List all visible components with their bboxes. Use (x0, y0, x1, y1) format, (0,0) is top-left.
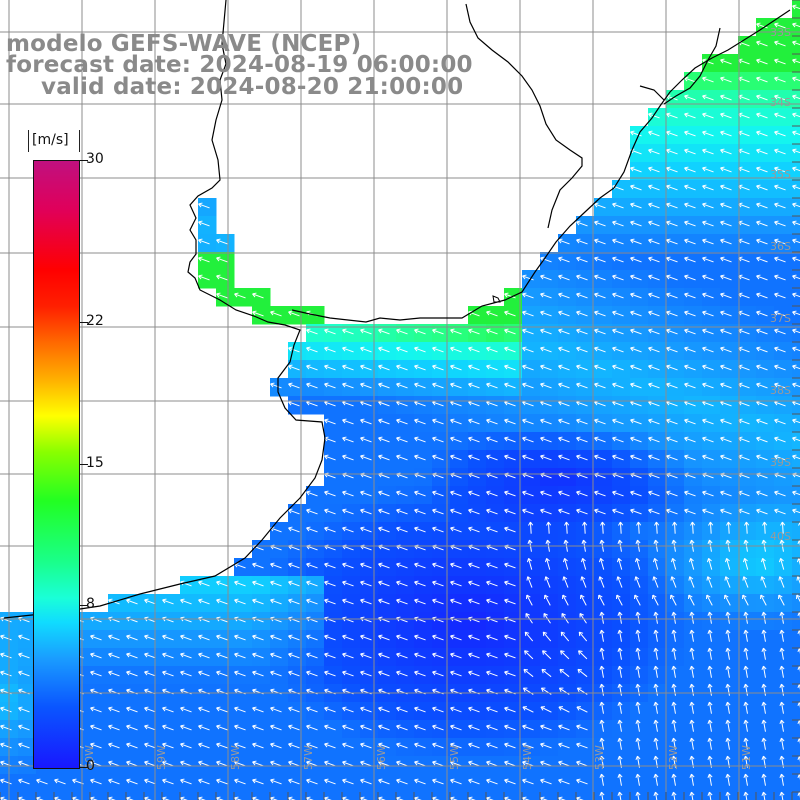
wind-cell (792, 306, 800, 325)
wind-cell (792, 18, 800, 37)
colorbar (33, 160, 80, 769)
wind-cell (792, 396, 800, 415)
wind-cell (792, 594, 800, 613)
wind-cell (792, 414, 800, 433)
wind-cell (792, 216, 800, 235)
wind-cell (612, 792, 631, 800)
wind-cell (792, 180, 800, 199)
wind-cell (792, 198, 800, 217)
wind-cell (792, 54, 800, 73)
wind-cell (792, 522, 800, 541)
colorbar-tick-label: 22 (86, 312, 104, 329)
wind-cell (792, 144, 800, 163)
latitude-label: 38S (770, 384, 791, 397)
wind-cell (792, 108, 800, 127)
wind-cell (792, 234, 800, 253)
wind-cell (792, 504, 800, 523)
latitude-label: 35S (770, 168, 791, 181)
longitude-label: 55W (448, 745, 461, 770)
longitude-label: 53W (593, 745, 606, 770)
colorbar-tick-label: 8 (86, 596, 95, 613)
latitude-label: 33S (770, 26, 791, 39)
colorbar-tick-label: 0 (86, 758, 95, 774)
longitude-label: 56W (375, 745, 388, 770)
wind-cell (756, 792, 775, 800)
wind-cell (684, 792, 703, 800)
colorbar-tick-label: 30 (86, 151, 104, 167)
wind-cell (792, 360, 800, 379)
wind-cell (702, 792, 721, 800)
wind-cell (792, 378, 800, 397)
latitude-label: 37S (770, 312, 791, 325)
wind-cell (792, 162, 800, 181)
wind-cell (792, 36, 800, 55)
latitude-label: 40S (770, 530, 791, 543)
wind-cell (792, 126, 800, 145)
longitude-label: 52W (667, 745, 680, 770)
wind-cell (792, 270, 800, 289)
wind-cell (666, 792, 685, 800)
coastline-path (465, 3, 583, 229)
latitude-label: 34S (770, 96, 791, 109)
wind-cell (792, 72, 800, 91)
latitude-label: 39S (770, 456, 791, 469)
wind-cell (792, 0, 800, 19)
longitude-label: 57W (302, 745, 315, 770)
wind-cell (792, 252, 800, 271)
wind-cell (792, 288, 800, 307)
longitude-label: 58W (229, 745, 242, 770)
wind-cell (648, 792, 667, 800)
wind-cell (792, 90, 800, 109)
wind-cell (594, 792, 613, 800)
wind-cell (792, 468, 800, 487)
longitude-label: 54W (521, 745, 534, 770)
wind-cell (792, 342, 800, 361)
wind-cell (720, 792, 739, 800)
latitude-label: 36S (770, 240, 791, 253)
coastline-path (639, 85, 665, 101)
colorbar-unit: [m/s] (32, 132, 69, 148)
wind-cell (774, 792, 793, 800)
wind-cell (792, 486, 800, 505)
valid-date: valid date: 2024-08-20 21:00:00 (41, 74, 464, 100)
wind-cell (792, 450, 800, 469)
wind-cell (792, 540, 800, 559)
longitude-label: 59W (155, 745, 168, 770)
colorbar-tick-label: 15 (86, 454, 104, 471)
wind-cell (738, 792, 757, 800)
longitude-label: 51W (740, 745, 753, 770)
wind-cell (792, 324, 800, 343)
wind-cell (792, 432, 800, 451)
wind-cell (630, 792, 649, 800)
